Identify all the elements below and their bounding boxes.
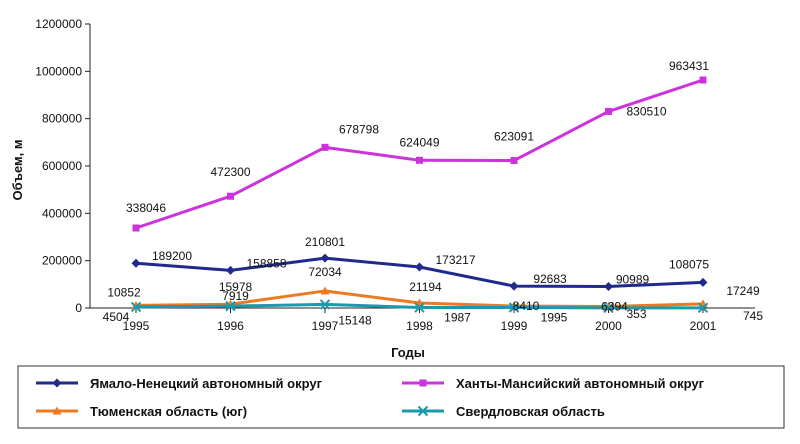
data-labels: 189200 158858 210801 173217 92683 90989 108075…: [103, 59, 764, 327]
data-point: [605, 107, 612, 115]
data-point: [226, 265, 235, 275]
data-point: [603, 302, 614, 314]
data-point: [227, 192, 234, 200]
y-tick-label: 200000: [42, 254, 82, 268]
data-point: [130, 301, 142, 313]
y-tick-label: 1000000: [35, 64, 82, 78]
x-tick-label: 2001: [690, 319, 717, 333]
data-point: [414, 302, 425, 313]
series-group: [130, 76, 709, 314]
data-label: 7919: [222, 289, 249, 303]
series-yamal: [131, 253, 708, 291]
data-label: 678798: [339, 122, 379, 136]
data-point: [697, 302, 709, 314]
data-label: 158858: [246, 256, 286, 270]
data-label: 108075: [669, 257, 709, 271]
data-label: 963431: [669, 59, 709, 73]
data-point: [417, 405, 429, 417]
data-label: 173217: [435, 253, 475, 267]
data-label: 4504: [103, 310, 130, 324]
data-point: [319, 299, 331, 310]
x-axis-title: Годы: [391, 345, 425, 360]
y-tick-label: 800000: [42, 112, 82, 126]
legend-label: Ямало-Ненецкий автономный округ: [90, 376, 323, 391]
data-point: [52, 378, 62, 388]
legend-frame: [17, 365, 785, 429]
x-tick-label: 1997: [312, 319, 339, 333]
data-point: [320, 286, 330, 295]
data-point: [225, 300, 236, 312]
data-label: 92683: [533, 272, 567, 286]
data-point: [320, 253, 330, 263]
data-label: 353: [626, 307, 646, 321]
y-tick-label: 0: [75, 301, 82, 315]
data-point: [699, 76, 707, 84]
data-label: 21194: [409, 280, 442, 294]
legend-label: Свердловская область: [456, 404, 605, 419]
data-label: 472300: [210, 165, 250, 179]
series-sverdlovsk: [130, 299, 709, 314]
data-label: 745: [743, 309, 763, 323]
axes: [89, 24, 755, 309]
data-label: 90989: [616, 272, 650, 286]
legend-label: Ханты-Мансийский автономный округ: [456, 376, 705, 391]
data-point: [132, 224, 140, 232]
data-point: [52, 406, 62, 415]
data-point: [131, 258, 141, 268]
data-point: [510, 157, 518, 165]
data-label: 8410: [513, 299, 540, 313]
data-point: [698, 277, 708, 287]
data-label: 6394: [601, 299, 628, 313]
x-tick-label: 1998: [406, 319, 433, 333]
data-label: 17249: [726, 284, 760, 298]
data-point: [509, 281, 519, 291]
x-tick-label: 1999: [501, 319, 528, 333]
data-label: 189200: [152, 249, 192, 263]
data-label: 1987: [444, 311, 471, 325]
legend-item-khanty: Ханты-Мансийский автономный округ: [402, 376, 705, 391]
legend-item-sverdlovsk: Свердловская область: [402, 404, 605, 419]
y-tick-label: 1200000: [35, 17, 82, 31]
y-tick-label: 600000: [42, 159, 82, 173]
legend: Ямало-Ненецкий автономный округ Ханты-Ман…: [17, 365, 785, 429]
legend-item-tyumen: Тюменская область (юг): [36, 404, 247, 419]
data-label: 210801: [305, 235, 345, 249]
data-label: 1995: [541, 311, 568, 325]
x-tick-label: 1996: [217, 319, 244, 333]
data-point: [415, 262, 424, 272]
data-point: [416, 156, 423, 164]
data-label: 10852: [107, 285, 141, 299]
series-khanty: [132, 76, 707, 232]
data-point: [321, 143, 329, 151]
tick-labels: 0 200000 400000 600000 800000 1000000 1200000 1…: [35, 17, 716, 333]
x-tick-label: 1995: [123, 319, 150, 333]
legend-label: Тюменская область (юг): [90, 404, 247, 419]
data-label: 15978: [219, 280, 253, 294]
data-point: [419, 379, 427, 387]
y-tick-label: 400000: [42, 206, 82, 220]
data-label: 830510: [626, 104, 666, 118]
data-label: 72034: [308, 265, 342, 279]
x-tick-label: 2000: [595, 319, 622, 333]
data-label: 338046: [126, 201, 166, 215]
data-label: 624049: [399, 135, 439, 149]
data-label: 623091: [494, 130, 534, 144]
data-point: [508, 302, 520, 313]
y-axis-title: Объем, м: [10, 140, 25, 201]
data-point: [604, 281, 613, 291]
series-line: [135, 78, 704, 230]
data-label: 15148: [338, 313, 372, 327]
legend-item-yamal: Ямало-Ненецкий автономный округ: [36, 376, 323, 391]
